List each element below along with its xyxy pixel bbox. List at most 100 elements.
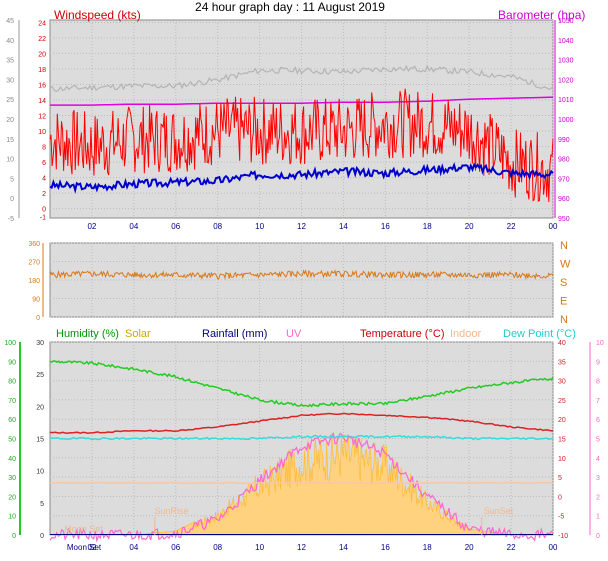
temperature-tick-label: 5 [558,475,562,482]
windspeed-line [49,88,554,203]
x-tick-label: 18 [423,543,432,552]
rainfall-tick-label: 10 [36,469,44,476]
temperature-tick-label: 15 [558,437,566,444]
uv-legend: UV [286,328,302,340]
x-tick-label: 14 [339,543,348,552]
solar-legend: Solar [125,328,151,340]
rainfall-tick-label: 15 [36,437,44,444]
temperature-axes: 0102030405060708090100051015202530-10-50… [4,340,604,552]
windspeed-tick-label: 8 [42,145,46,152]
windspeed-tick-label: 24 [38,20,46,27]
wind-axes: -1024681012141618202224-5051015202530354… [6,18,573,231]
annotation-label: SunRise [155,506,189,516]
x-tick-label: 06 [171,543,180,552]
wind-outer-tick-label: -5 [8,216,14,223]
windspeed-tick-label: 2 [42,191,46,198]
temperature-legend: Temperature (°C) [360,328,444,340]
chart-title: 24 hour graph day : 11 August 2019 [195,0,385,14]
barometer-tick-label: 1040 [558,38,574,45]
compass-label: N [560,240,568,252]
windspeed-tick-label: 22 [38,36,46,43]
x-tick-label: 22 [507,222,516,231]
barometer-line [50,96,554,106]
windspeed-tick-label: 4 [42,176,46,183]
direction-tick-label: 360 [28,241,40,248]
barometer-tick-label: 1050 [558,18,574,25]
wind-average-line [49,162,554,194]
wind-outer-tick-label: 25 [6,97,14,104]
direction-tick-label: 180 [28,278,40,285]
compass-label: W [560,259,571,271]
x-tick-label: 04 [129,543,138,552]
uv-tick-label: 10 [596,340,604,347]
humidity-legend: Humidity (%) [56,328,119,340]
wind-outer-tick-label: 0 [10,196,14,203]
rainfall-tick-label: 0 [40,533,44,540]
uv-line [49,432,554,543]
rainfall-tick-label: 5 [40,501,44,508]
windspeed-tick-label: 6 [42,160,46,167]
barometer-tick-label: 990 [558,137,570,144]
windspeed-tick-label: 18 [38,67,46,74]
barometer-tick-label: 960 [558,196,570,203]
x-tick-label: 08 [213,543,222,552]
uv-tick-label: 3 [596,475,600,482]
temperature-line [49,412,554,434]
temperature-tick-label: 40 [558,340,566,347]
temperature-tick-label: -5 [558,514,564,521]
uv-tick-label: 1 [596,514,600,521]
barometer-legend: Barometer (hpa) [498,8,585,22]
wind-outer-tick-label: 35 [6,58,14,65]
direction-tick-label: 0 [36,315,40,322]
humidity-tick-label: 10 [8,514,16,521]
indoor-legend: Indoor [450,328,482,340]
windspeed-tick-label: 10 [38,129,46,136]
moonset-axis-label: Moon Set [67,543,102,552]
uv-tick-label: 4 [596,456,600,463]
humidity-tick-label: 30 [8,475,16,482]
annotation-label: Moon Set [64,524,103,534]
wind-outer-tick-label: 40 [6,38,14,45]
x-tick-label: 20 [465,543,474,552]
x-tick-label: 06 [171,222,180,231]
humidity-tick-label: 70 [8,398,16,405]
barometer-tick-label: 970 [558,176,570,183]
windspeed-tick-label: 16 [38,82,46,89]
uv-tick-label: 5 [596,437,600,444]
temperature-series [49,360,554,543]
rainfall-tick-label: 25 [36,372,44,379]
x-tick-label: 00 [549,222,558,231]
compass-label: N [560,314,568,326]
temperature-tick-label: 20 [558,417,566,424]
x-tick-label: 22 [507,543,516,552]
wind-outer-tick-label: 20 [6,117,14,124]
x-tick-label: 14 [339,222,348,231]
x-tick-label: 12 [297,222,306,231]
x-tick-label: 04 [129,222,138,231]
compass-label: S [560,277,567,289]
direction-line [49,269,554,281]
direction-gridlines [50,242,554,318]
uv-tick-label: 7 [596,398,600,405]
temperature-tick-label: 30 [558,379,566,386]
wind-outer-tick-label: 30 [6,77,14,84]
wind-panel: Windspeed (kts) Barometer (hpa) -1024681… [6,8,585,231]
humidity-tick-label: 20 [8,494,16,501]
compass-label: E [560,296,567,308]
x-tick-label: 12 [297,543,306,552]
rainfall-tick-label: 30 [36,340,44,347]
windspeed-legend: Windspeed (kts) [54,8,141,22]
temperature-tick-label: 0 [558,494,562,501]
wind-outer-tick-label: 45 [6,18,14,25]
direction-series [49,269,554,281]
uv-tick-label: 0 [596,533,600,540]
direction-tick-label: 90 [32,297,40,304]
x-tick-label: 16 [381,543,390,552]
x-tick-label: 02 [87,222,96,231]
barometer-tick-label: 1000 [558,117,574,124]
temperature-tick-label: 35 [558,359,566,366]
rainfall-legend: Rainfall (mm) [202,328,267,340]
